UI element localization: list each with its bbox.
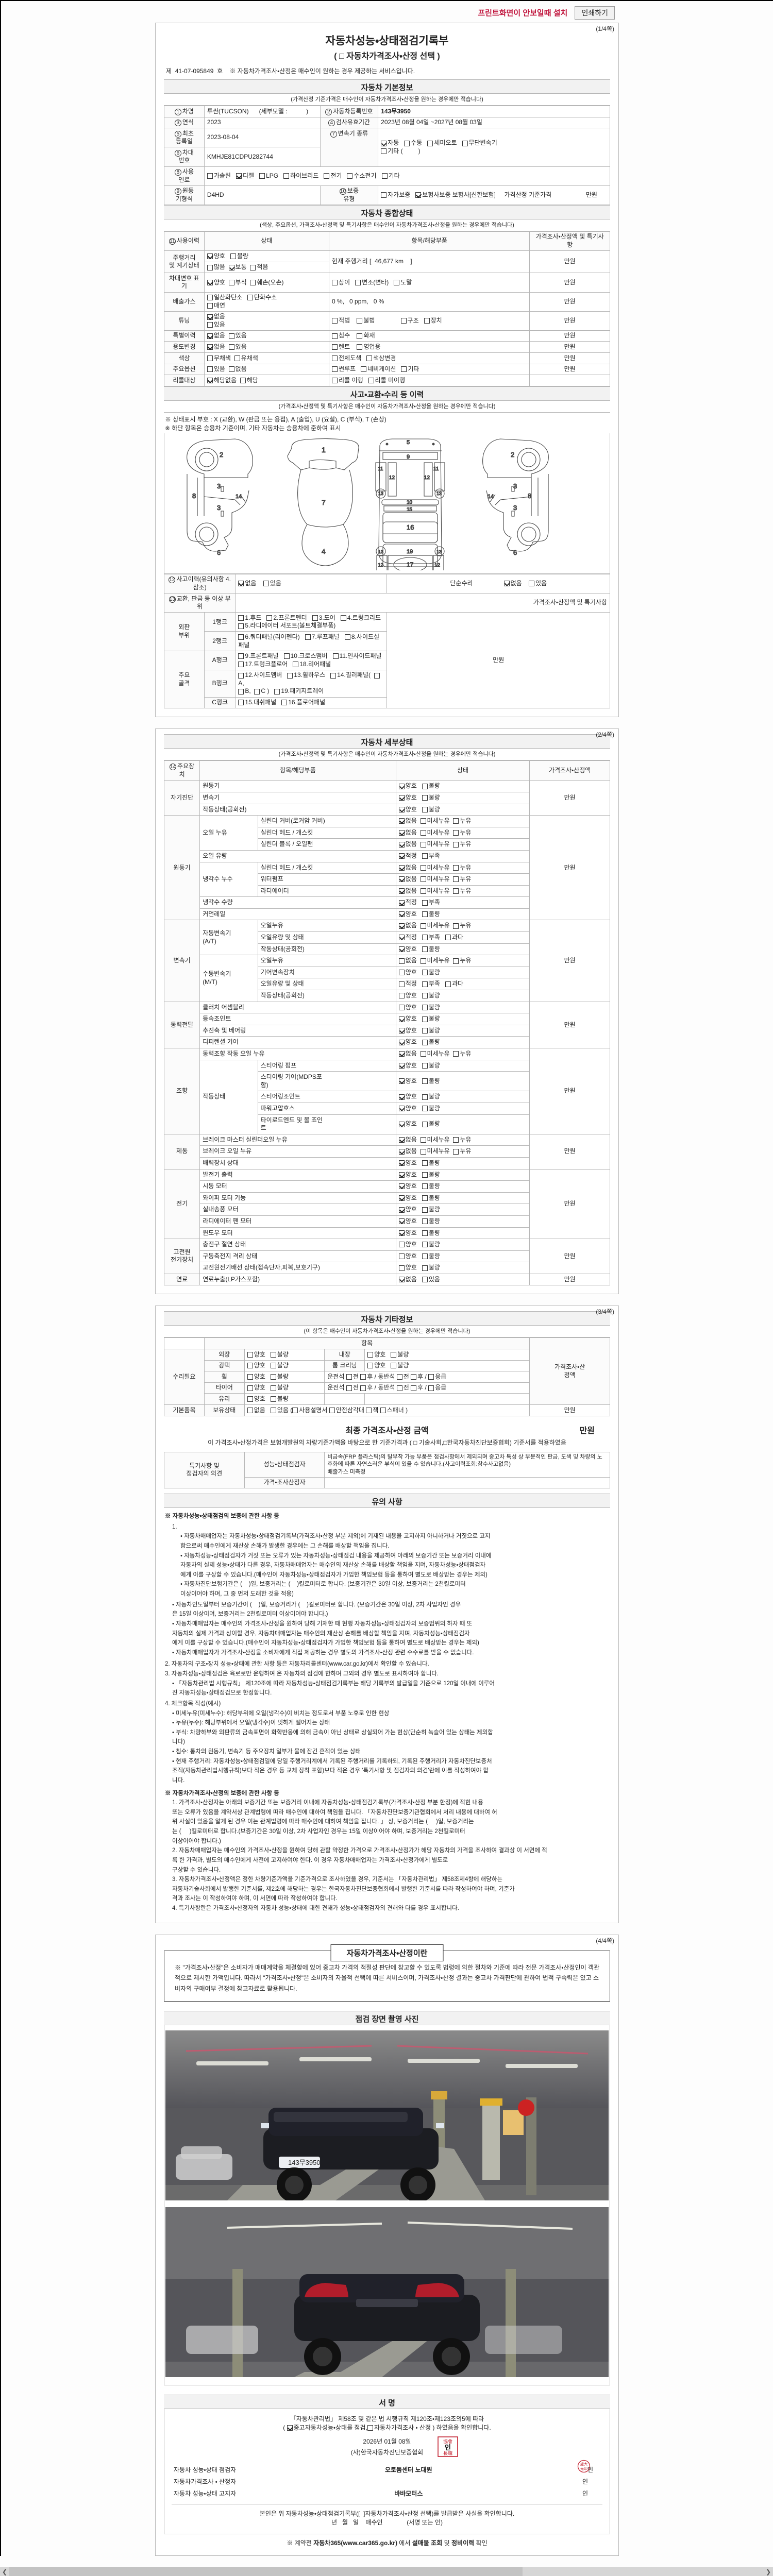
svg-text:17: 17 bbox=[407, 561, 414, 568]
svg-text:13: 13 bbox=[378, 549, 383, 554]
svg-text:7: 7 bbox=[322, 498, 326, 506]
svg-text:5: 5 bbox=[407, 439, 410, 446]
svg-text:3: 3 bbox=[513, 482, 517, 490]
svg-text:長職: 長職 bbox=[443, 2450, 452, 2456]
svg-text:11: 11 bbox=[433, 466, 439, 472]
svg-text:6: 6 bbox=[513, 549, 517, 556]
svg-text:10: 10 bbox=[407, 500, 413, 505]
svg-text:4: 4 bbox=[322, 547, 326, 555]
svg-text:11: 11 bbox=[378, 466, 383, 472]
svg-text:13: 13 bbox=[378, 491, 383, 496]
svg-text:6: 6 bbox=[217, 549, 221, 556]
svg-text:13: 13 bbox=[436, 549, 442, 554]
svg-text:12: 12 bbox=[389, 475, 395, 481]
svg-text:1: 1 bbox=[322, 446, 326, 454]
svg-text:12: 12 bbox=[378, 563, 384, 568]
svg-text:9: 9 bbox=[407, 454, 410, 460]
svg-text:13: 13 bbox=[436, 491, 442, 496]
svg-text:12: 12 bbox=[424, 475, 430, 481]
svg-text:16: 16 bbox=[407, 523, 414, 531]
svg-text:3: 3 bbox=[513, 504, 517, 512]
svg-text:2: 2 bbox=[220, 451, 223, 459]
svg-text:19: 19 bbox=[407, 549, 413, 555]
svg-text:15: 15 bbox=[407, 507, 413, 513]
svg-text:元印: 元印 bbox=[580, 2466, 587, 2471]
svg-text:3: 3 bbox=[217, 504, 221, 512]
svg-text:12: 12 bbox=[434, 563, 441, 568]
svg-text:8: 8 bbox=[192, 492, 196, 500]
svg-text:인: 인 bbox=[445, 2444, 451, 2451]
svg-text:盧大: 盧大 bbox=[580, 2462, 587, 2466]
svg-text:143무3950: 143무3950 bbox=[288, 2159, 321, 2166]
svg-text:3: 3 bbox=[217, 482, 221, 490]
svg-text:2: 2 bbox=[511, 451, 514, 459]
svg-text:14: 14 bbox=[488, 494, 494, 500]
svg-text:14: 14 bbox=[236, 494, 242, 500]
svg-text:8: 8 bbox=[528, 492, 531, 500]
